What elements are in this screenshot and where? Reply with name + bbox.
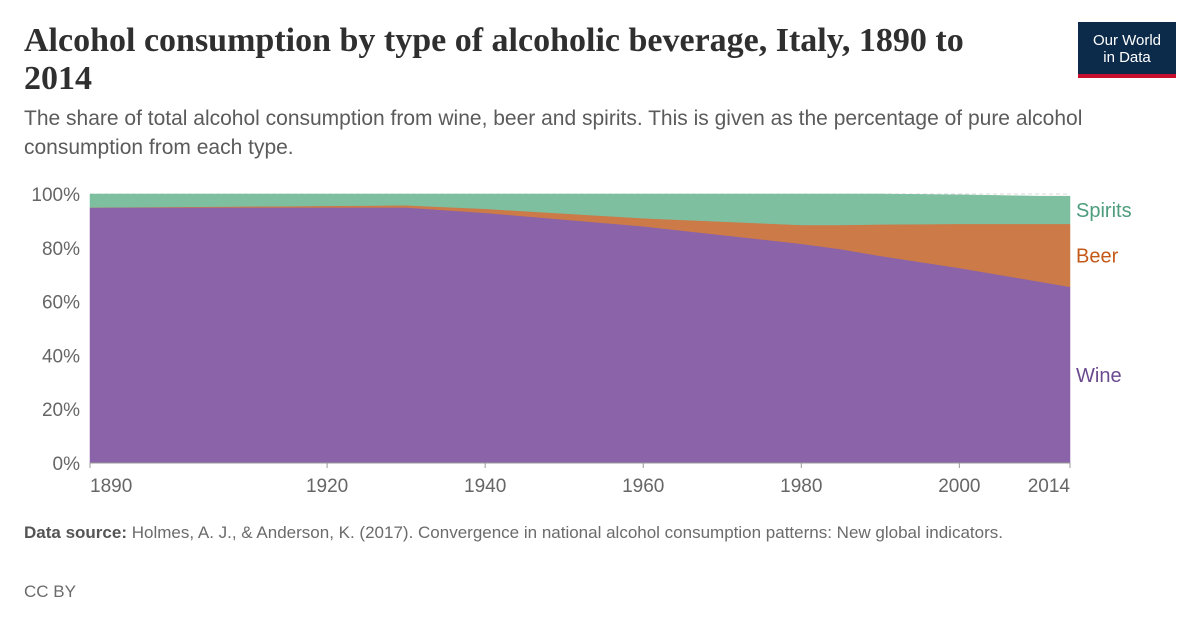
chart-subtitle: The share of total alcohol consumption f… bbox=[24, 107, 1083, 159]
owid-logo[interactable]: Our World in Data bbox=[1078, 22, 1176, 78]
data-source: Data source: Holmes, A. J., & Anderson, … bbox=[24, 521, 1144, 545]
area-spirits bbox=[89, 193, 1071, 226]
logo-line-2: in Data bbox=[1103, 49, 1151, 66]
chart-title: Alcohol consumption by type of alcoholic… bbox=[24, 22, 964, 97]
y-tick-label: 80% bbox=[42, 239, 80, 260]
x-tick-label: 1940 bbox=[464, 476, 506, 497]
series-label-spirits: Spirits bbox=[1076, 200, 1132, 222]
x-tick-label: 1920 bbox=[306, 476, 348, 497]
area-chart: 0% 20% 40% 60% 80% 100% 1890 1920 1940 1960 1980 20… bbox=[31, 185, 1132, 497]
axes: 0% 20% 40% 60% 80% 100% 1890 1920 1940 1960 1980 20… bbox=[31, 185, 1071, 497]
y-tick-label: 40% bbox=[42, 346, 80, 367]
y-tick-label: 0% bbox=[53, 454, 81, 475]
series-label-beer: Beer bbox=[1076, 245, 1119, 267]
license[interactable]: CC BY bbox=[24, 582, 76, 601]
x-tick-label: 2014 bbox=[1028, 476, 1071, 497]
x-tick-label: 1980 bbox=[780, 476, 822, 497]
series-label-wine: Wine bbox=[1076, 365, 1122, 387]
y-tick-label: 20% bbox=[42, 400, 80, 421]
y-tick-label: 60% bbox=[42, 293, 80, 314]
x-tick-label: 1960 bbox=[622, 476, 664, 497]
x-tick-label: 2000 bbox=[938, 476, 980, 497]
logo-line-1: Our World bbox=[1092, 32, 1162, 49]
data-source-label: Data source: bbox=[24, 523, 127, 542]
y-tick-label: 100% bbox=[31, 185, 80, 206]
data-source-text[interactable]: Holmes, A. J., & Anderson, K. (2017). Co… bbox=[131, 523, 1003, 542]
x-tick-label: 1890 bbox=[90, 476, 132, 497]
series-labels: Wine Beer Spirits bbox=[1076, 200, 1132, 387]
stacked-areas bbox=[89, 193, 1071, 464]
